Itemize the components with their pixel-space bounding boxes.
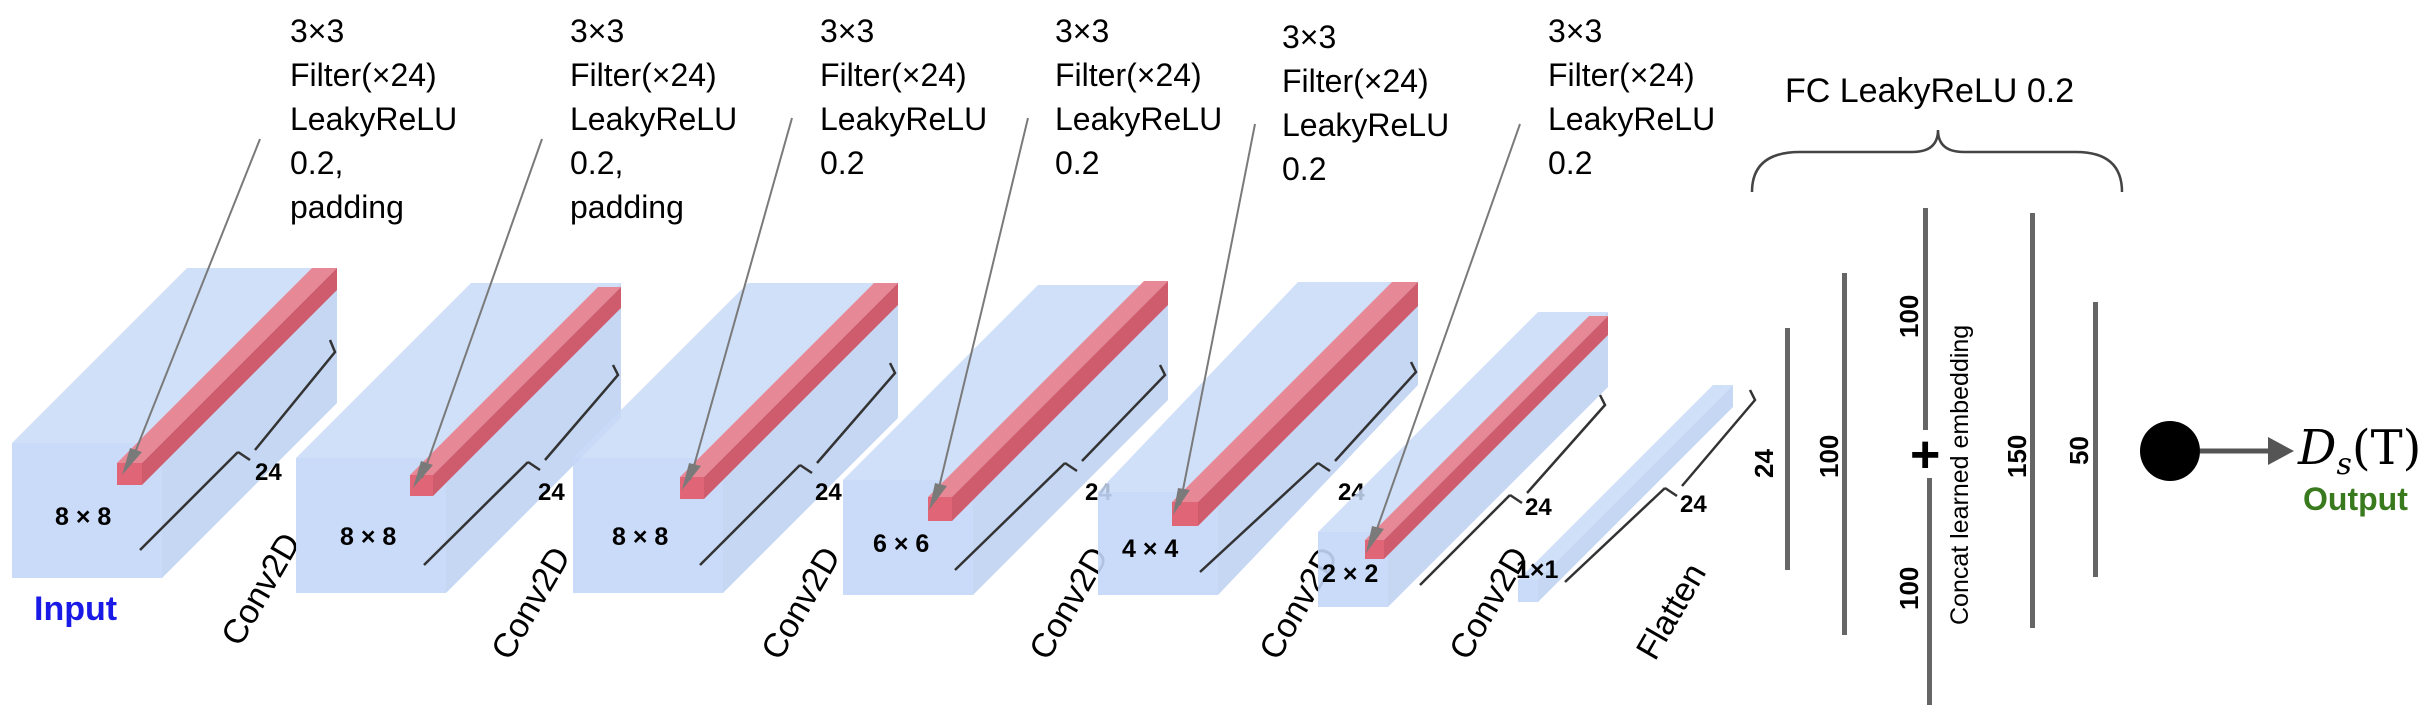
svg-text:Filter(×24): Filter(×24)	[1055, 57, 1202, 93]
svg-text:3×3: 3×3	[290, 13, 344, 49]
svg-text:Filter(×24): Filter(×24)	[820, 57, 967, 93]
svg-text:Filter(×24): Filter(×24)	[570, 57, 717, 93]
face-label: 8 × 8	[340, 523, 396, 551]
fc-brace	[1750, 129, 2124, 193]
svg-text:Filter(×24): Filter(×24)	[290, 57, 437, 93]
depth-label: 24	[538, 479, 565, 506]
input-label: Input	[34, 590, 117, 628]
svg-text:3×3: 3×3	[1282, 19, 1336, 55]
fc-bar-150	[2030, 213, 2035, 628]
face-label: 8 × 8	[55, 503, 111, 531]
conv-block-5: 4 × 4 24 Conv2D 3×3 Filter(×24) LeakyReL…	[1098, 19, 1449, 666]
svg-text:LeakyReLU: LeakyReLU	[290, 101, 457, 137]
fc-bar-100-bottom	[1927, 478, 1932, 705]
filter-annotation: 3×3 Filter(×24) LeakyReLU 0.2	[1282, 19, 1449, 187]
output-label: Output	[2303, 481, 2408, 517]
conv-block-1: 8 × 8 24 Conv2D 3×3 Filter(×24) LeakyReL…	[12, 13, 457, 652]
svg-text:0.2,: 0.2,	[290, 145, 343, 181]
fc-size-label: 150	[2002, 435, 2032, 478]
depth-label: 24	[1525, 494, 1552, 521]
svg-text:3×3: 3×3	[1548, 13, 1602, 49]
fc-bar-50	[2093, 302, 2098, 577]
svg-text:LeakyReLU: LeakyReLU	[820, 101, 987, 137]
fc-size-label: 100	[1814, 435, 1844, 478]
svg-text:Filter(×24): Filter(×24)	[1548, 57, 1695, 93]
fc-bar-100a	[1842, 273, 1847, 635]
fc-bar-24	[1785, 328, 1790, 570]
conv-block-3: 8 × 8 24 Conv2D 3×3 Filter(×24) LeakyReL…	[573, 13, 987, 666]
filter-annotation: 3×3 Filter(×24) LeakyReLU 0.2, padding	[570, 13, 737, 225]
svg-text:padding: padding	[570, 189, 684, 225]
svg-text:3×3: 3×3	[820, 13, 874, 49]
face-label: 2 × 2	[1322, 560, 1378, 588]
filter-annotation: 3×3 Filter(×24) LeakyReLU 0.2	[820, 13, 987, 181]
depth-label: 24	[1680, 491, 1707, 518]
svg-text:LeakyReLU: LeakyReLU	[1548, 101, 1715, 137]
filter-annotation: 3×3 Filter(×24) LeakyReLU 0.2	[1548, 13, 1715, 181]
fc-size-label: 24	[1749, 449, 1779, 478]
face-label: 1×1	[1516, 556, 1559, 584]
face-label: 4 × 4	[1122, 535, 1178, 563]
svg-text:padding: padding	[290, 189, 404, 225]
fc-size-label: 50	[2064, 436, 2094, 465]
fc-size-label: 100	[1894, 567, 1924, 610]
face-label: 6 × 6	[873, 530, 929, 558]
svg-text:LeakyReLU: LeakyReLU	[1282, 107, 1449, 143]
filter-annotation: 3×3 Filter(×24) LeakyReLU 0.2, padding	[290, 13, 457, 225]
fc-title: FC LeakyReLU 0.2	[1785, 72, 2074, 110]
layer-label: Conv2D	[214, 527, 308, 652]
svg-text:0.2,: 0.2,	[570, 145, 623, 181]
depth-label: 24	[815, 479, 842, 506]
svg-text:0.2: 0.2	[1282, 151, 1326, 187]
svg-text:LeakyReLU: LeakyReLU	[1055, 101, 1222, 137]
svg-text:0.2: 0.2	[1548, 145, 1592, 181]
depth-label: 24	[255, 459, 282, 486]
svg-text:0.2: 0.2	[820, 145, 864, 181]
output-node: Ds(T) Output	[2140, 420, 2421, 517]
concat-plus: +	[1910, 426, 1940, 484]
svg-text:Filter(×24): Filter(×24)	[1282, 63, 1429, 99]
filter-annotation: 3×3 Filter(×24) LeakyReLU 0.2	[1055, 13, 1222, 181]
svg-text:3×3: 3×3	[570, 13, 624, 49]
svg-text:LeakyReLU: LeakyReLU	[570, 101, 737, 137]
fc-section: FC LeakyReLU 0.2 24 100 100 100 + Concat…	[1749, 72, 2124, 705]
layer-label: Conv2D	[754, 541, 848, 666]
output-symbol: Ds(T)	[2297, 420, 2421, 482]
flatten-block: 1×1 24 Flatten	[1516, 385, 1757, 666]
svg-text:0.2: 0.2	[1055, 145, 1099, 181]
fc-bar-100-top	[1923, 208, 1928, 430]
layer-label: Flatten	[1629, 557, 1714, 666]
fc-size-label: 100	[1894, 295, 1924, 338]
svg-text:3×3: 3×3	[1055, 13, 1109, 49]
face-label: 8 × 8	[612, 523, 668, 551]
concat-label: Concat learned embedding	[1946, 325, 1974, 625]
conv-block-6: 2 × 2 24 Conv2D 3×3 Filter(×24) LeakyReL…	[1318, 13, 1715, 666]
layer-label: Conv2D	[484, 541, 578, 666]
